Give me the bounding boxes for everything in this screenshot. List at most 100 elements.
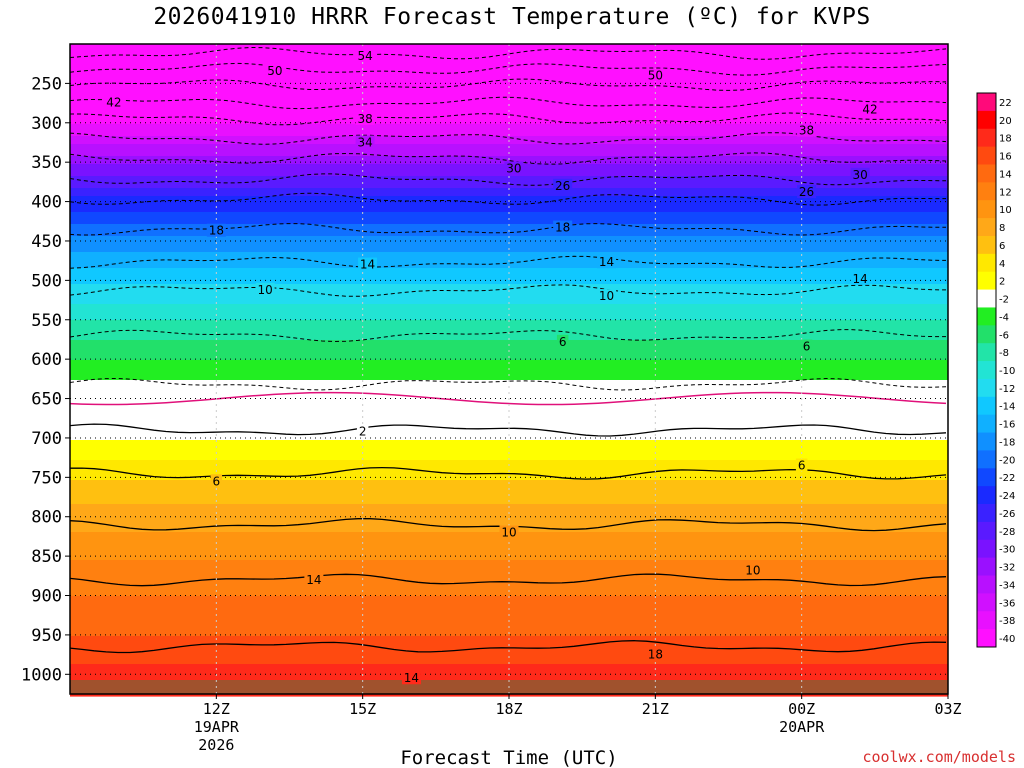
temperature-band xyxy=(70,340,948,345)
temperature-band xyxy=(70,488,948,493)
contour-label: 10 xyxy=(257,283,272,297)
temperature-band xyxy=(70,292,948,297)
temperature-band xyxy=(70,76,948,81)
temperature-band xyxy=(70,88,948,93)
colorbar-swatch xyxy=(977,414,996,433)
colorbar-swatch xyxy=(977,146,996,165)
contour-label: 38 xyxy=(799,124,814,138)
contour-label-bg xyxy=(645,68,665,82)
temperature-band xyxy=(70,428,948,433)
colorbar-swatch xyxy=(977,486,996,505)
contour-label-bg xyxy=(850,271,870,285)
contour-label: 30 xyxy=(506,161,521,175)
temperature-band xyxy=(70,296,948,301)
contour-label-bg xyxy=(499,525,519,539)
colorbar-swatch xyxy=(977,539,996,559)
contour-label-bg xyxy=(304,572,324,586)
temperature-band xyxy=(70,184,948,189)
contour-label: 14 xyxy=(306,573,321,587)
temperature-band xyxy=(70,652,948,657)
temperature-band xyxy=(70,344,948,349)
colorbar-swatch xyxy=(977,164,996,183)
contour-label: 6 xyxy=(798,459,806,473)
temperature-band xyxy=(70,508,948,513)
contour-label-bg xyxy=(265,63,285,77)
temperature-band xyxy=(70,356,948,361)
contour-label: 34 xyxy=(357,135,372,149)
temperature-band xyxy=(70,80,948,85)
colorbar-swatch xyxy=(977,593,996,612)
x-tick-sublabel: 19APR xyxy=(194,718,240,736)
contour-label: 54 xyxy=(357,49,372,63)
isotherm-line xyxy=(69,423,947,437)
temperature-band xyxy=(70,308,948,313)
temperature-band xyxy=(70,64,948,69)
contour-label-bg xyxy=(504,161,524,175)
temperature-band xyxy=(70,208,948,213)
temperature-band xyxy=(70,484,948,489)
colorbar-swatch xyxy=(977,93,996,112)
colorbar-swatch xyxy=(977,521,996,541)
temperature-band xyxy=(70,68,948,73)
colorbar-swatch xyxy=(977,325,996,344)
contour-label: 50 xyxy=(648,69,663,83)
contour-label-bg xyxy=(206,223,226,237)
temperature-band xyxy=(70,628,948,633)
contour-label: 14 xyxy=(853,272,868,286)
temperature-band xyxy=(70,244,948,249)
contour-label: 30 xyxy=(853,168,868,182)
temperature-band xyxy=(70,452,948,457)
x-tick-label: 18Z xyxy=(495,700,522,718)
colorbar-swatch xyxy=(977,361,996,380)
x-tick-label: 15Z xyxy=(349,700,376,718)
contour-label-bg xyxy=(800,339,813,353)
y-tick-label: 900 xyxy=(31,587,62,607)
colorbar-swatch xyxy=(977,307,996,326)
contour-label-bg xyxy=(645,647,665,661)
temperature-band xyxy=(70,352,948,357)
colorbar-label: -28 xyxy=(999,527,1015,538)
temperature-band xyxy=(70,284,948,289)
temperature-band xyxy=(70,124,948,129)
colorbar-swatch xyxy=(977,432,996,451)
colorbar-label: -8 xyxy=(999,348,1009,359)
temperature-band xyxy=(70,188,948,193)
temperature-band xyxy=(70,412,948,417)
contour-label-bg xyxy=(401,671,421,685)
colorbar-label: -30 xyxy=(999,545,1015,556)
temperature-band xyxy=(70,104,948,109)
colorbar-swatch xyxy=(977,343,996,362)
colorbar-swatch xyxy=(977,200,996,219)
y-tick-label: 650 xyxy=(31,390,62,410)
temperature-band xyxy=(70,332,948,337)
temperature-band xyxy=(70,100,948,105)
source-credit[interactable]: coolwx.com/models xyxy=(862,748,1016,766)
contour-label-bg xyxy=(860,102,880,116)
colorbar-label: -18 xyxy=(999,437,1015,448)
colorbar-swatch xyxy=(977,271,996,290)
colorbar-swatch xyxy=(977,289,996,308)
temperature-band xyxy=(70,176,948,181)
colorbar-label: 2 xyxy=(999,277,1005,288)
temperature-band xyxy=(70,676,948,681)
temperature-band xyxy=(70,568,948,573)
colorbar-label: -32 xyxy=(999,563,1015,574)
contour-label: 2 xyxy=(359,425,367,439)
temperature-band xyxy=(70,404,948,409)
contour-label: 50 xyxy=(267,64,282,78)
temperature-band xyxy=(70,448,948,453)
contour-label-bg xyxy=(355,135,375,149)
colorbar-swatch xyxy=(977,110,996,130)
colorbar-swatch xyxy=(977,504,996,523)
contour-label-bg xyxy=(597,289,617,303)
temperature-band xyxy=(70,392,948,397)
contour-label: 18 xyxy=(209,224,224,238)
colorbar-label: -16 xyxy=(999,420,1015,431)
contour-label-bg xyxy=(255,282,275,296)
temperature-band xyxy=(70,92,948,97)
y-tick-label: 550 xyxy=(31,311,62,331)
temperature-band xyxy=(70,272,948,277)
colorbar-label: 10 xyxy=(999,205,1012,216)
temperature-band xyxy=(70,236,948,241)
temperature-band xyxy=(70,416,948,421)
